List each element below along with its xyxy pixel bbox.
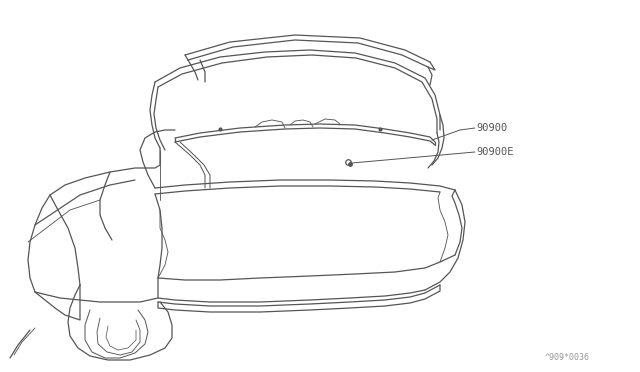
- Text: ^909*0036: ^909*0036: [545, 353, 590, 362]
- Text: 90900: 90900: [476, 123, 508, 133]
- Text: 90900E: 90900E: [476, 147, 513, 157]
